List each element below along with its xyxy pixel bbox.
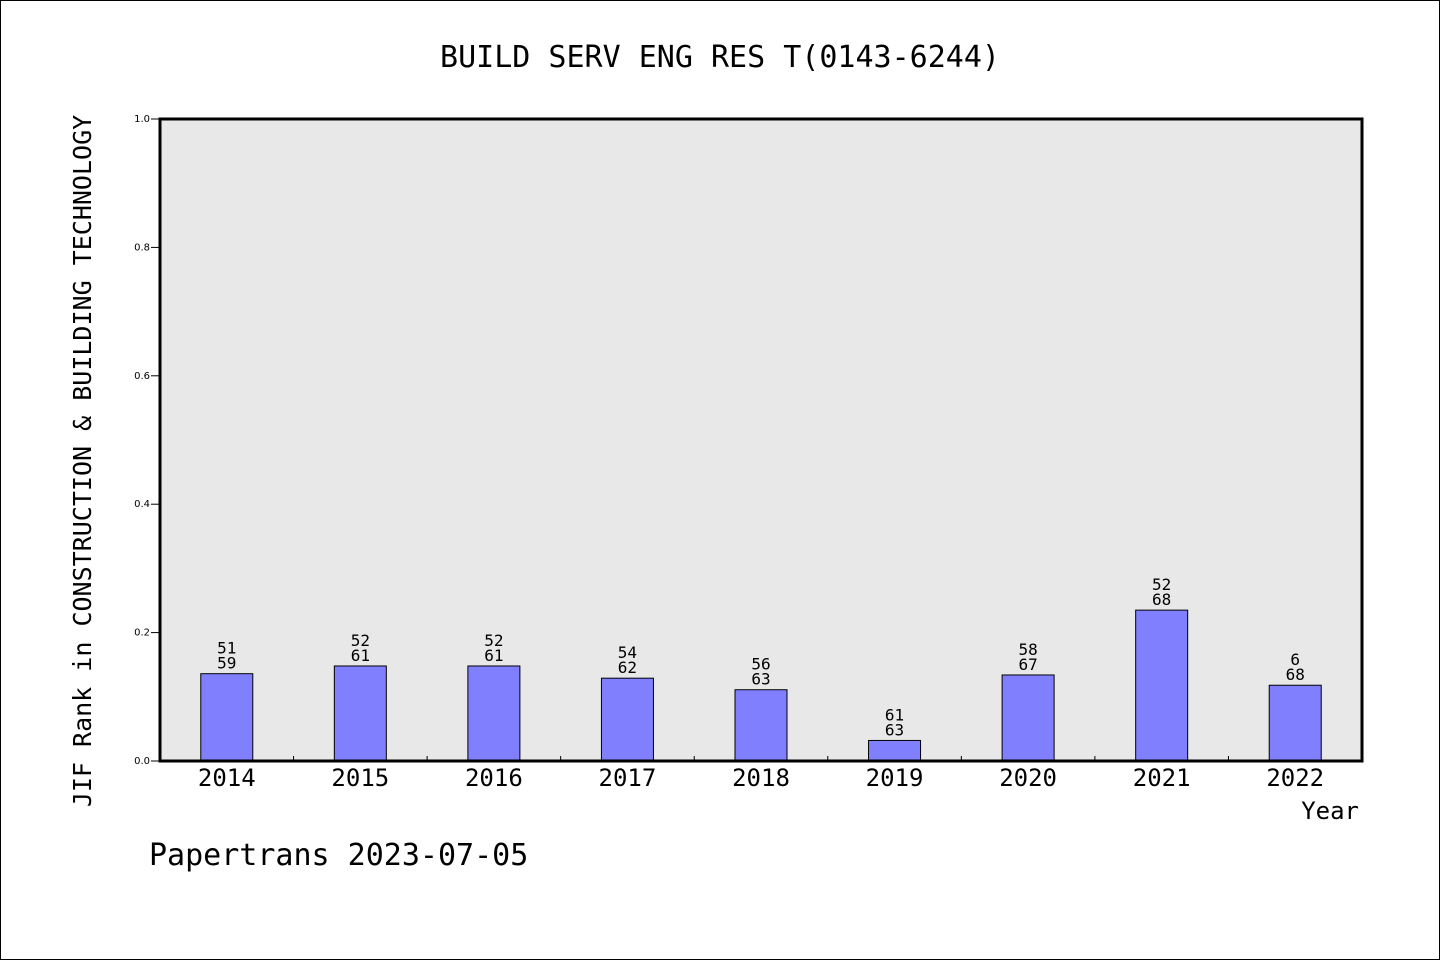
bar-rank-label: 52 (351, 631, 370, 650)
x-tick-label: 2015 (331, 764, 389, 792)
chart-title: BUILD SERV ENG RES T(0143-6244) (440, 40, 1000, 75)
bar-rank-label: 61 (885, 705, 904, 724)
bar-rank-label: 58 (1018, 640, 1037, 659)
x-axis-ticks: 2014 2015 2016 2017 2018 2019 2020 2021 2022 (198, 756, 1324, 792)
bar-rank-label: 52 (1152, 575, 1171, 594)
y-tick-label: 0.2 (134, 628, 150, 639)
y-tick-label: 0.4 (134, 499, 150, 510)
bar (734, 689, 788, 762)
bar-total-label: 61 (484, 646, 503, 665)
x-tick-label: 2018 (732, 764, 790, 792)
bar-rank-label: 51 (217, 639, 236, 658)
y-axis-ticks: 0.0 0.2 0.4 0.6 0.8 1.0 (134, 114, 160, 767)
x-tick-label: 2017 (599, 764, 657, 792)
bar-total-label: 67 (1018, 655, 1037, 674)
bar-rank-label: 54 (618, 643, 637, 662)
plot-border (158, 117, 1364, 763)
x-tick-label: 2022 (1266, 764, 1324, 792)
bars-group (200, 609, 1322, 762)
x-axis-label: Year (1301, 797, 1359, 825)
bar-total-label: 68 (1152, 590, 1171, 609)
bar-total-label: 59 (217, 654, 236, 673)
bar (200, 673, 254, 762)
bar-rank-label: 52 (484, 631, 503, 650)
x-tick-label: 2021 (1133, 764, 1191, 792)
bar (333, 665, 387, 762)
y-axis-label: JIF Rank in CONSTRUCTION & BUILDING TECH… (68, 115, 97, 807)
bar (1268, 684, 1322, 762)
bar-total-label: 68 (1286, 665, 1305, 684)
bar (1135, 609, 1189, 762)
y-tick-label: 0.8 (134, 242, 150, 253)
x-tick-label: 2014 (198, 764, 256, 792)
bar (1001, 674, 1055, 762)
bar (600, 677, 654, 762)
bar (868, 739, 922, 762)
footer-credit: Papertrans 2023-07-05 (149, 838, 528, 873)
x-tick-label: 2016 (465, 764, 523, 792)
x-tick-label: 2019 (866, 764, 924, 792)
bar-total-label: 62 (618, 658, 637, 677)
bar-total-label: 63 (751, 670, 770, 689)
bar-rank-label: 6 (1290, 650, 1300, 669)
bar-rank-label: 56 (751, 655, 770, 674)
y-tick-label: 0.0 (134, 756, 150, 767)
bar-total-label: 61 (351, 646, 370, 665)
x-tick-label: 2020 (999, 764, 1057, 792)
bar-total-label: 63 (885, 720, 904, 739)
bar (467, 665, 521, 762)
y-tick-label: 0.6 (134, 371, 150, 382)
y-tick-label: 1.0 (134, 114, 150, 125)
